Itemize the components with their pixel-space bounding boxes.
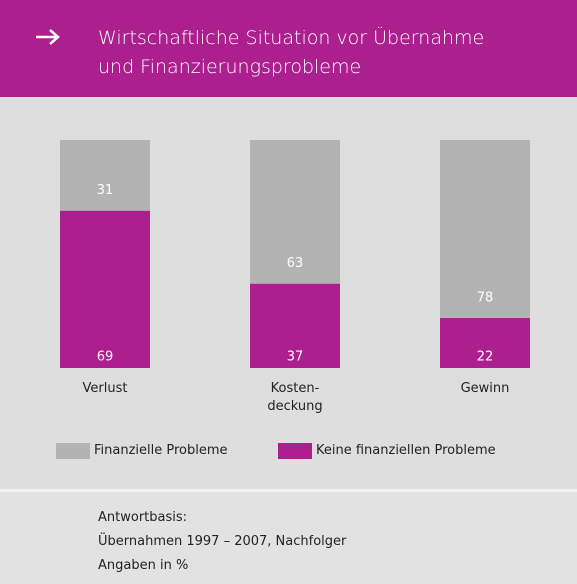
bar-segment — [440, 140, 530, 318]
legend-swatch — [56, 443, 90, 459]
bar-segment — [250, 140, 340, 284]
legend-label: Finanzielle Probleme — [94, 443, 228, 458]
footnote: Angaben in % — [98, 558, 189, 573]
data-label: 22 — [477, 350, 494, 365]
chart-title: Wirtschaftliche Situation vor Übernahme … — [98, 27, 485, 78]
footnote: Antwortbasis: — [98, 510, 188, 525]
data-label: 37 — [287, 350, 304, 365]
footer — [0, 492, 577, 584]
data-label: 63 — [287, 256, 304, 271]
bar-segment — [60, 140, 150, 211]
header: Wirtschaftliche Situation vor Übernahme … — [0, 0, 577, 97]
footnote: Übernahmen 1997 – 2007, Nachfolger — [98, 534, 347, 549]
bar-segment — [440, 317, 530, 368]
x-tick-label: Verlust — [82, 381, 128, 396]
x-tick-label: Kosten- deckung — [267, 381, 323, 414]
data-label: 69 — [97, 350, 114, 365]
data-label: 31 — [97, 183, 114, 198]
x-tick-label: Gewinn — [460, 381, 510, 396]
legend-label: Keine finanziellen Probleme — [316, 443, 496, 458]
separator — [0, 489, 577, 492]
arrow-icon — [36, 29, 60, 45]
legend-swatch — [278, 443, 312, 459]
bar-segment — [60, 210, 150, 368]
data-label: 78 — [477, 290, 494, 305]
bar-segment — [250, 283, 340, 368]
